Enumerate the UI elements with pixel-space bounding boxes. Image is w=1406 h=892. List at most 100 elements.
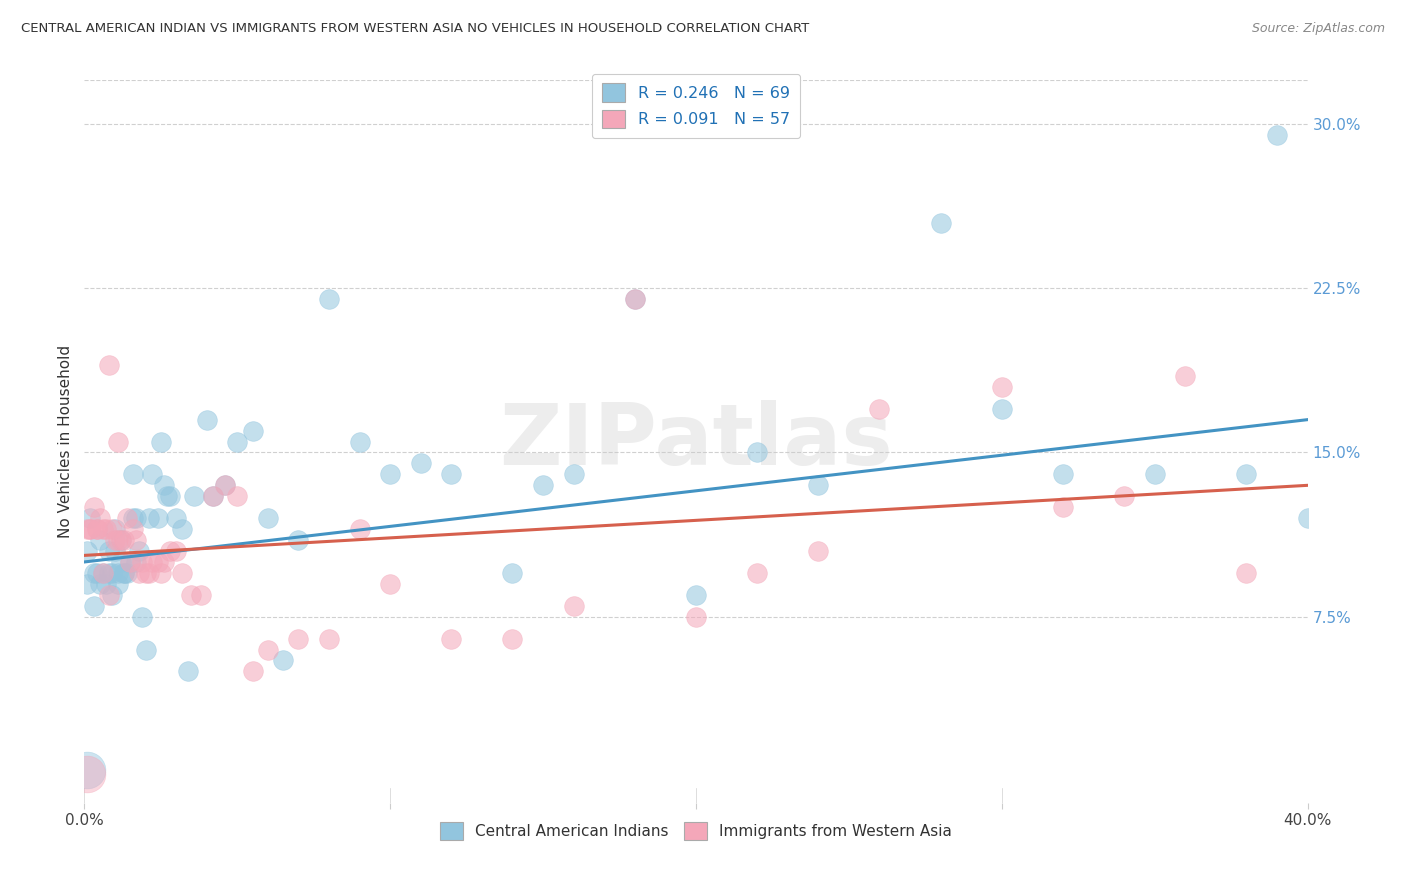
- Point: [122, 467, 145, 482]
- Point: [1236, 566, 1258, 580]
- Point: [153, 555, 176, 569]
- Point: [624, 292, 647, 306]
- Point: [107, 577, 129, 591]
- Point: [128, 544, 150, 558]
- Point: [131, 555, 153, 569]
- Point: [287, 533, 309, 547]
- Point: [104, 522, 127, 536]
- Point: [79, 511, 101, 525]
- Point: [83, 500, 105, 515]
- Y-axis label: No Vehicles in Household: No Vehicles in Household: [58, 345, 73, 538]
- Point: [318, 292, 340, 306]
- Point: [349, 434, 371, 449]
- Point: [1174, 368, 1197, 383]
- Point: [172, 566, 194, 580]
- Point: [807, 478, 830, 492]
- Point: [502, 566, 524, 580]
- Point: [120, 555, 142, 569]
- Point: [101, 566, 124, 580]
- Point: [1236, 467, 1258, 482]
- Point: [380, 577, 402, 591]
- Point: [112, 566, 135, 580]
- Point: [97, 566, 120, 580]
- Point: [97, 588, 120, 602]
- Point: [107, 533, 129, 547]
- Point: [183, 489, 205, 503]
- Point: [86, 566, 108, 580]
- Text: CENTRAL AMERICAN INDIAN VS IMMIGRANTS FROM WESTERN ASIA NO VEHICLES IN HOUSEHOLD: CENTRAL AMERICAN INDIAN VS IMMIGRANTS FR…: [21, 22, 810, 36]
- Point: [97, 544, 120, 558]
- Point: [110, 533, 132, 547]
- Point: [562, 467, 585, 482]
- Point: [685, 609, 707, 624]
- Point: [83, 566, 105, 580]
- Point: [97, 358, 120, 372]
- Point: [76, 522, 98, 536]
- Point: [531, 478, 554, 492]
- Point: [624, 292, 647, 306]
- Point: [242, 665, 264, 679]
- Point: [1052, 467, 1074, 482]
- Point: [89, 533, 111, 547]
- Point: [257, 642, 280, 657]
- Point: [110, 533, 132, 547]
- Point: [101, 522, 124, 536]
- Point: [107, 566, 129, 580]
- Point: [135, 566, 157, 580]
- Point: [165, 544, 187, 558]
- Point: [1052, 500, 1074, 515]
- Point: [94, 522, 117, 536]
- Point: [991, 401, 1014, 416]
- Point: [76, 763, 98, 777]
- Point: [409, 457, 432, 471]
- Point: [159, 544, 181, 558]
- Point: [125, 533, 148, 547]
- Point: [101, 588, 124, 602]
- Point: [195, 412, 218, 426]
- Point: [83, 599, 105, 613]
- Text: Source: ZipAtlas.com: Source: ZipAtlas.com: [1251, 22, 1385, 36]
- Point: [138, 511, 160, 525]
- Point: [94, 577, 117, 591]
- Point: [89, 577, 111, 591]
- Point: [89, 511, 111, 525]
- Point: [91, 566, 114, 580]
- Point: [86, 522, 108, 536]
- Point: [1265, 128, 1288, 142]
- Point: [257, 511, 280, 525]
- Point: [929, 216, 952, 230]
- Point: [115, 566, 138, 580]
- Point: [112, 533, 135, 547]
- Point: [76, 577, 98, 591]
- Point: [380, 467, 402, 482]
- Point: [131, 609, 153, 624]
- Point: [104, 544, 127, 558]
- Legend: Central American Indians, Immigrants from Western Asia: Central American Indians, Immigrants fro…: [434, 816, 957, 846]
- Point: [165, 511, 187, 525]
- Point: [138, 566, 160, 580]
- Point: [869, 401, 891, 416]
- Point: [991, 380, 1014, 394]
- Point: [149, 434, 172, 449]
- Point: [153, 478, 176, 492]
- Point: [125, 511, 148, 525]
- Point: [1114, 489, 1136, 503]
- Point: [146, 511, 169, 525]
- Point: [112, 566, 135, 580]
- Point: [502, 632, 524, 646]
- Point: [120, 555, 142, 569]
- Point: [214, 478, 236, 492]
- Point: [110, 555, 132, 569]
- Point: [122, 511, 145, 525]
- Point: [177, 665, 200, 679]
- Point: [180, 588, 202, 602]
- Point: [79, 522, 101, 536]
- Point: [1143, 467, 1166, 482]
- Point: [76, 544, 98, 558]
- Point: [91, 522, 114, 536]
- Point: [318, 632, 340, 646]
- Point: [76, 767, 98, 781]
- Point: [79, 522, 101, 536]
- Text: ZIPatlas: ZIPatlas: [499, 400, 893, 483]
- Point: [115, 511, 138, 525]
